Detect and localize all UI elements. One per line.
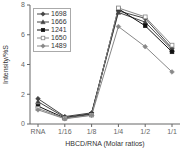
svg-text:4: 4 (21, 61, 25, 68)
svg-text:RNA: RNA (31, 128, 46, 135)
svg-text:1/4: 1/4 (114, 128, 124, 135)
html-text:1698: 1698 (51, 10, 67, 17)
html-text:1650: 1650 (51, 34, 67, 41)
svg-text:0: 0 (21, 120, 25, 127)
svg-text:1/1: 1/1 (167, 128, 177, 135)
svg-text:6: 6 (21, 31, 25, 38)
svg-text:Intensity/%S: Intensity/%S (8, 45, 10, 84)
svg-text:1/16: 1/16 (58, 128, 72, 135)
svg-text:1/2: 1/2 (140, 128, 150, 135)
html-text:1241: 1241 (51, 26, 67, 33)
html-text:1666: 1666 (51, 18, 67, 25)
svg-text:1/8: 1/8 (87, 128, 97, 135)
svg-text:HBCD/RNA (Molar ratios): HBCD/RNA (Molar ratios) (65, 140, 144, 148)
html-text:1489: 1489 (51, 42, 67, 49)
svg-text:2: 2 (21, 91, 25, 98)
svg-text:8: 8 (21, 1, 25, 8)
